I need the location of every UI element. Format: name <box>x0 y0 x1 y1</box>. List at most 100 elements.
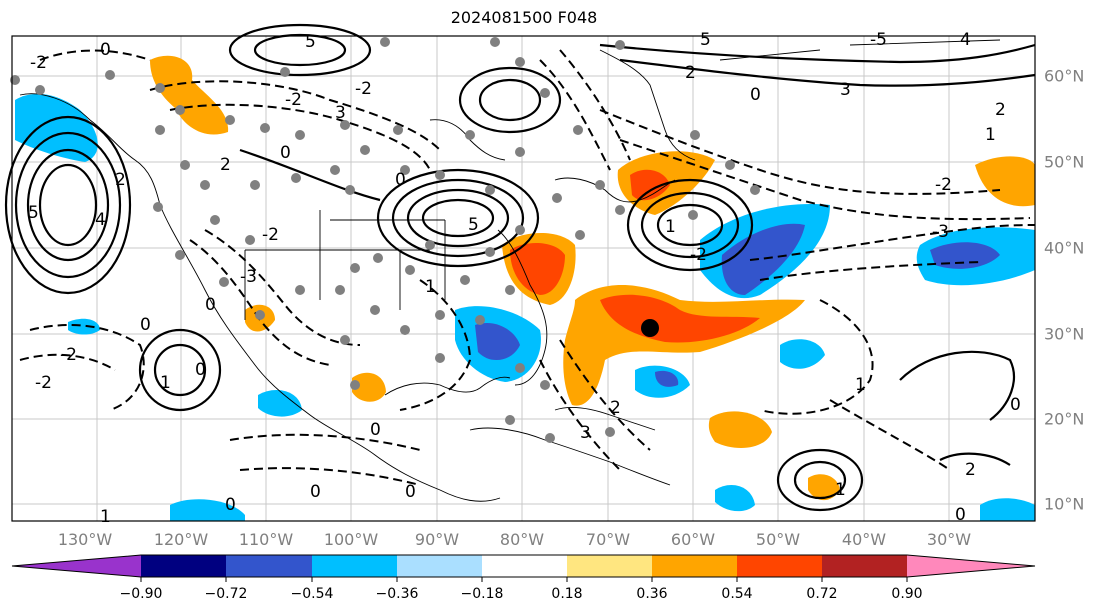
positive-anomaly-patch <box>352 372 386 402</box>
contour-label-group: -2 0 5 5 -5 4 2 0 3 2 1 -2 -3 -2 -2 0 3 … <box>28 30 1021 527</box>
contour-label: 0 <box>310 482 321 502</box>
colorbar-tick-label: 0.72 <box>806 586 838 602</box>
lon-label: 110°W <box>238 530 294 549</box>
lon-label: 90°W <box>414 530 460 549</box>
contour-label: -3 <box>932 222 949 242</box>
contour-label: -5 <box>870 30 887 50</box>
contour-label: -2 <box>30 53 47 73</box>
colorbar-extend-low <box>12 555 141 577</box>
negative-anomaly-patch <box>68 318 100 335</box>
contour-label: 3 <box>580 423 591 443</box>
map-frame <box>11 35 1036 522</box>
contour-label: 2 <box>685 63 696 83</box>
lon-label: 60°W <box>670 530 716 549</box>
contour-label: 2 <box>965 460 976 480</box>
contour-label: 1 <box>665 217 676 237</box>
contour-label: -2 <box>35 373 52 393</box>
contour-label: 5 <box>305 32 316 52</box>
contour-label: 1 <box>100 507 111 527</box>
contour-label: 2 <box>220 155 231 175</box>
contour-label: 1 <box>160 373 171 393</box>
lat-label: 60°N <box>1044 66 1085 86</box>
colorbar <box>11 554 1036 582</box>
contour-label: 4 <box>95 210 106 230</box>
contour-label: 5 <box>700 30 711 50</box>
positive-anomaly-patch <box>150 55 229 135</box>
negative-anomaly-patch <box>980 498 1035 521</box>
negative-anomaly-patch <box>715 485 755 512</box>
contour-label: 5 <box>28 203 39 223</box>
colorbar-tick-label: −0.90 <box>119 586 163 602</box>
contour-label: 0 <box>225 495 236 515</box>
lat-label: 20°N <box>1044 409 1085 429</box>
contour-label: 3 <box>335 103 346 123</box>
contour-label: 0 <box>395 170 406 190</box>
positive-anomaly-patch <box>975 156 1035 207</box>
contour-label: 3 <box>840 80 851 100</box>
negative-anomaly-patch <box>258 390 302 417</box>
contour-label: 1 <box>985 125 996 145</box>
positive-anomaly-patch <box>708 411 772 448</box>
contour-label: 0 <box>100 40 111 60</box>
contour-label: -2 <box>285 90 302 110</box>
contour-label: 2 <box>610 398 621 418</box>
contour-label: -3 <box>240 267 257 287</box>
positive-anomaly-patch <box>808 474 840 501</box>
lon-label: 70°W <box>585 530 631 549</box>
contour-label: 1 <box>835 480 846 500</box>
contour-label: -2 <box>60 345 77 365</box>
contour-label: 0 <box>195 360 206 380</box>
positive-anomaly-patch <box>630 169 670 201</box>
lon-label: 30°W <box>926 530 972 549</box>
contour-label: 0 <box>280 143 291 163</box>
contour-label: 0 <box>370 420 381 440</box>
contour-label: 0 <box>205 295 216 315</box>
lat-label: 10°N <box>1044 494 1085 514</box>
colorbar-tick-label: 0.18 <box>551 586 583 602</box>
contour-label: 1 <box>855 375 866 395</box>
negative-anomaly-patch <box>780 339 825 369</box>
contour-label: -2 <box>262 225 279 245</box>
positive-anomaly-patch <box>600 294 760 343</box>
negative-contours <box>19 49 1036 486</box>
lon-label: 40°W <box>841 530 887 549</box>
negative-anomaly-patch <box>15 93 98 162</box>
contour-label: 2 <box>115 170 126 190</box>
contour-label: 4 <box>960 30 971 50</box>
contour-label: -2 <box>935 175 952 195</box>
lat-label: 50°N <box>1044 152 1085 172</box>
contour-label: -2 <box>690 245 707 265</box>
lat-label: 30°N <box>1044 324 1085 344</box>
colorbar-tick-label: 0.90 <box>891 586 923 602</box>
positive-anomaly-patch <box>510 243 565 295</box>
contour-label: 0 <box>140 315 151 335</box>
negative-anomaly-patch <box>475 322 520 361</box>
contour-label: -2 <box>355 79 372 99</box>
figure-title: 2024081500 F048 <box>450 8 598 27</box>
colorbar-tick-label: −0.36 <box>375 586 419 602</box>
colorbar-tick-label: −0.18 <box>460 586 504 602</box>
contour-label: 0 <box>955 505 966 525</box>
lon-label: 130°W <box>57 530 113 549</box>
center-marker <box>641 319 659 337</box>
contour-label: 0 <box>750 85 761 105</box>
contour-label: 1 <box>425 277 436 297</box>
contour-label: 0 <box>405 482 416 502</box>
contour-label: 5 <box>468 215 479 235</box>
positive-contours <box>4 23 1036 512</box>
colorbar-extend-high <box>907 555 1035 577</box>
colorbar-tick-label: 0.36 <box>636 586 668 602</box>
colorbar-tick-label: 0.54 <box>721 586 753 602</box>
shaded-anomalies <box>15 55 1035 521</box>
lon-label: 120°W <box>153 530 209 549</box>
negative-anomaly-patch <box>930 242 1000 269</box>
negative-anomaly-patch <box>170 499 245 521</box>
colorbar-tick-label: −0.72 <box>204 586 248 602</box>
lon-label: 80°W <box>499 530 545 549</box>
colorbar-tick-label: −0.54 <box>290 586 334 602</box>
lat-label: 40°N <box>1044 238 1085 258</box>
contour-label: 0 <box>1010 395 1021 415</box>
negative-anomaly-patch <box>721 223 805 295</box>
contour-label: 2 <box>995 100 1006 120</box>
